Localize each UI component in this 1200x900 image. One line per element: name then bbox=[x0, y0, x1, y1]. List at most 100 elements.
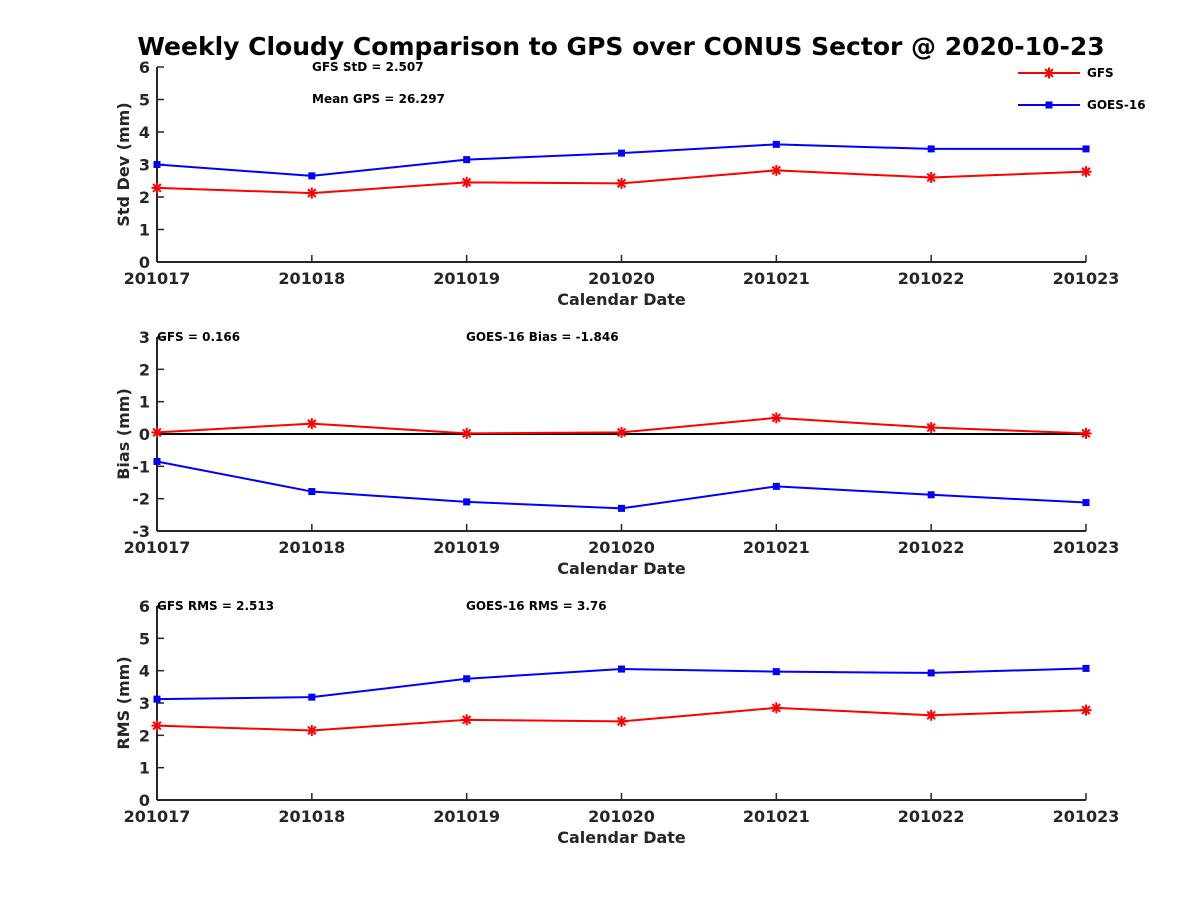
data-point-gfs bbox=[616, 177, 627, 189]
data-point-goes-16 bbox=[772, 482, 780, 490]
y-tick-label: 0 bbox=[139, 425, 150, 444]
y-tick-label: 1 bbox=[139, 221, 150, 240]
legend-label-gfs: GFS bbox=[1087, 66, 1114, 80]
data-point-gfs bbox=[461, 427, 473, 439]
data-point-goes-16 bbox=[927, 491, 935, 499]
data-point-goes-16 bbox=[308, 693, 316, 701]
x-tick-label: 201020 bbox=[588, 807, 655, 826]
data-point-goes-16 bbox=[308, 488, 316, 496]
data-point-gfs bbox=[925, 172, 937, 183]
legend-marker-goes16 bbox=[1045, 101, 1053, 109]
x-axis-label: Calendar Date bbox=[557, 290, 686, 309]
legend: GFS GOES-16 bbox=[1018, 66, 1146, 112]
annotation: GFS StD = 2.507 bbox=[312, 60, 424, 74]
x-tick-label: 201023 bbox=[1053, 807, 1120, 826]
x-tick-label: 201022 bbox=[898, 807, 965, 826]
data-point-gfs bbox=[306, 187, 318, 199]
figure-title: Weekly Cloudy Comparison to GPS over CON… bbox=[137, 32, 1104, 61]
x-tick-label: 201017 bbox=[124, 807, 191, 826]
series-goes-16 bbox=[153, 664, 1090, 703]
x-tick-label: 201022 bbox=[898, 269, 965, 288]
y-tick-label: 1 bbox=[139, 393, 150, 412]
data-point-goes-16 bbox=[1082, 145, 1090, 153]
x-tick-label: 201020 bbox=[588, 269, 655, 288]
x-tick-label: 201017 bbox=[124, 538, 191, 557]
data-point-gfs bbox=[306, 418, 318, 430]
y-axis-label: RMS (mm) bbox=[114, 656, 133, 749]
data-point-goes-16 bbox=[463, 156, 471, 164]
data-point-gfs bbox=[770, 412, 782, 424]
series-line-goes-16 bbox=[156, 143, 1086, 177]
x-tick-label: 201021 bbox=[743, 807, 810, 826]
data-point-goes-16 bbox=[927, 145, 935, 153]
annotation: GOES-16 RMS = 3.76 bbox=[466, 599, 607, 613]
x-tick-label: 201021 bbox=[743, 538, 810, 557]
data-point-goes-16 bbox=[153, 695, 161, 703]
y-tick-label: 5 bbox=[139, 629, 150, 648]
x-axis-label: Calendar Date bbox=[557, 828, 686, 847]
data-point-gfs bbox=[151, 182, 163, 194]
y-tick-label: 0 bbox=[139, 253, 150, 272]
y-tick-label: 5 bbox=[139, 91, 150, 110]
x-tick-label: 201023 bbox=[1053, 269, 1120, 288]
y-tick-label: 6 bbox=[139, 597, 150, 616]
y-axis-label: Bias (mm) bbox=[114, 388, 133, 480]
y-tick-label: 3 bbox=[139, 328, 150, 347]
data-point-gfs bbox=[1080, 427, 1092, 439]
series-gfs bbox=[151, 702, 1092, 736]
data-point-goes-16 bbox=[927, 669, 935, 677]
data-point-gfs bbox=[770, 702, 782, 714]
x-tick-label: 201018 bbox=[278, 269, 345, 288]
data-point-goes-16 bbox=[772, 668, 780, 676]
x-tick-label: 201022 bbox=[898, 538, 965, 557]
data-point-gfs bbox=[616, 715, 627, 727]
data-point-gfs bbox=[461, 714, 473, 726]
y-tick-label: -2 bbox=[132, 490, 150, 509]
legend-marker-gfs bbox=[1043, 67, 1055, 79]
annotation: GFS RMS = 2.513 bbox=[157, 599, 274, 613]
x-tick-label: 201020 bbox=[588, 538, 655, 557]
y-tick-label: 3 bbox=[139, 156, 150, 175]
data-point-gfs bbox=[461, 176, 473, 188]
annotation: GFS = 0.166 bbox=[157, 330, 240, 344]
series-gfs bbox=[151, 412, 1092, 439]
data-point-goes-16 bbox=[463, 675, 471, 683]
data-point-gfs bbox=[151, 720, 163, 732]
data-point-goes-16 bbox=[618, 504, 625, 512]
data-point-gfs bbox=[925, 422, 937, 434]
y-tick-label: 3 bbox=[139, 694, 150, 713]
asterisk-icon bbox=[1043, 67, 1055, 79]
x-tick-label: 201021 bbox=[743, 269, 810, 288]
data-point-gfs bbox=[1080, 704, 1092, 716]
series-goes-16 bbox=[153, 457, 1090, 512]
x-tick-label: 201023 bbox=[1053, 538, 1120, 557]
data-point-gfs bbox=[770, 164, 782, 176]
data-point-goes-16 bbox=[618, 665, 625, 673]
x-tick-label: 201019 bbox=[433, 538, 500, 557]
y-axis-label: Std Dev (mm) bbox=[114, 102, 133, 226]
annotation: GOES-16 Bias = -1.846 bbox=[466, 330, 619, 344]
y-tick-label: 4 bbox=[139, 123, 150, 142]
data-point-gfs bbox=[1080, 166, 1092, 178]
panel-1: 0 1 2 3 4 5 6 201017 201018 201019 201020 201021 201… bbox=[114, 58, 1119, 309]
series-goes-16 bbox=[153, 140, 1090, 180]
y-tick-label: 6 bbox=[139, 58, 150, 77]
data-point-goes-16 bbox=[1082, 664, 1090, 672]
x-tick-label: 201019 bbox=[433, 807, 500, 826]
x-axis-label: Calendar Date bbox=[557, 559, 686, 578]
series-gfs bbox=[151, 164, 1092, 199]
data-point-goes-16 bbox=[1082, 499, 1090, 507]
square-icon bbox=[1045, 101, 1053, 109]
data-point-gfs bbox=[616, 426, 627, 438]
data-point-goes-16 bbox=[618, 149, 625, 157]
data-point-goes-16 bbox=[153, 161, 161, 168]
legend-entry-gfs: GFS bbox=[1018, 66, 1114, 80]
data-point-goes-16 bbox=[463, 498, 471, 506]
panel-3: 0 1 2 3 4 5 6 201017 201018 201019 201020 201021 201… bbox=[114, 597, 1119, 847]
annotation: Mean GPS = 26.297 bbox=[312, 92, 445, 106]
legend-entry-goes16: GOES-16 bbox=[1018, 98, 1146, 112]
y-tick-label: 4 bbox=[139, 662, 150, 681]
data-point-goes-16 bbox=[772, 140, 780, 148]
